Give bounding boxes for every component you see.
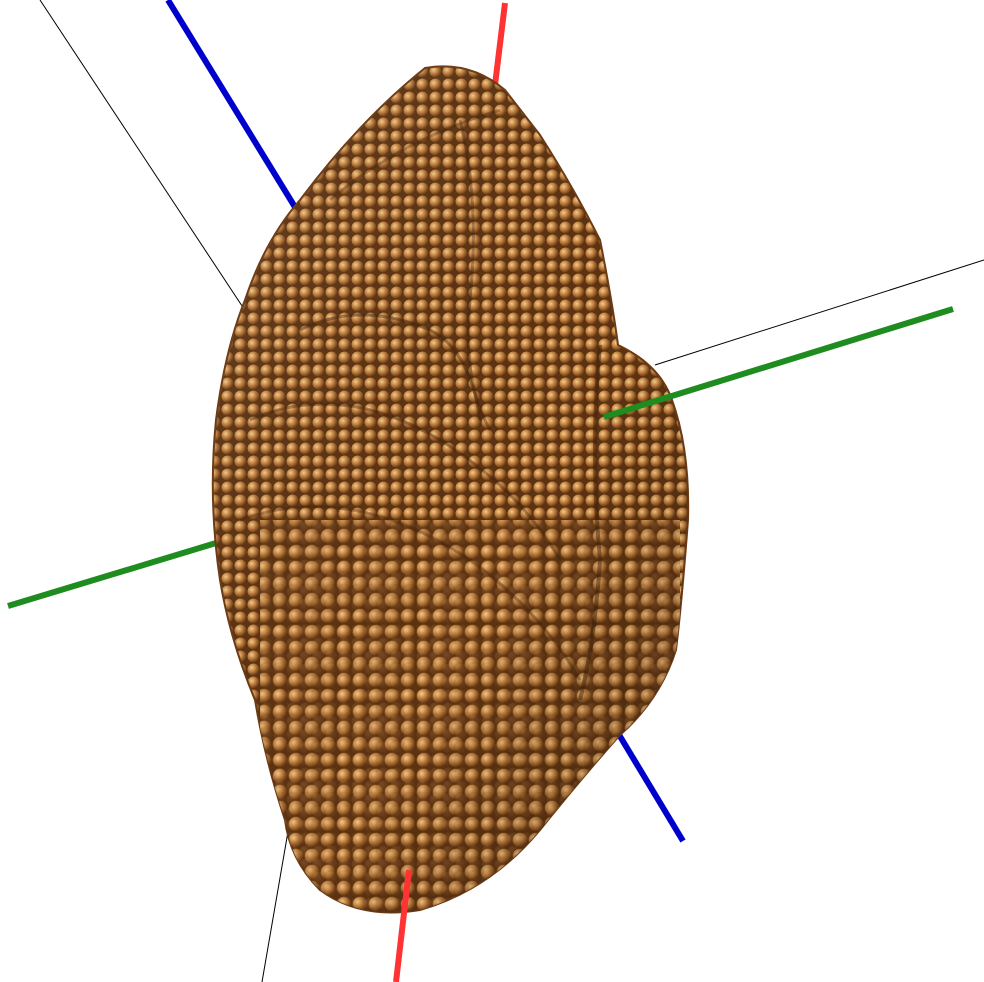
x-axis-line — [492, 2, 508, 86]
box-edge-line — [261, 819, 291, 982]
z-axis-line — [612, 726, 686, 843]
x-axis-line — [393, 869, 412, 982]
y-axis-line — [603, 306, 954, 420]
nanoparticle — [211, 65, 690, 914]
y-axis-line — [7, 540, 217, 609]
box-edge-line — [654, 259, 984, 366]
box-edge-line — [39, 0, 249, 316]
